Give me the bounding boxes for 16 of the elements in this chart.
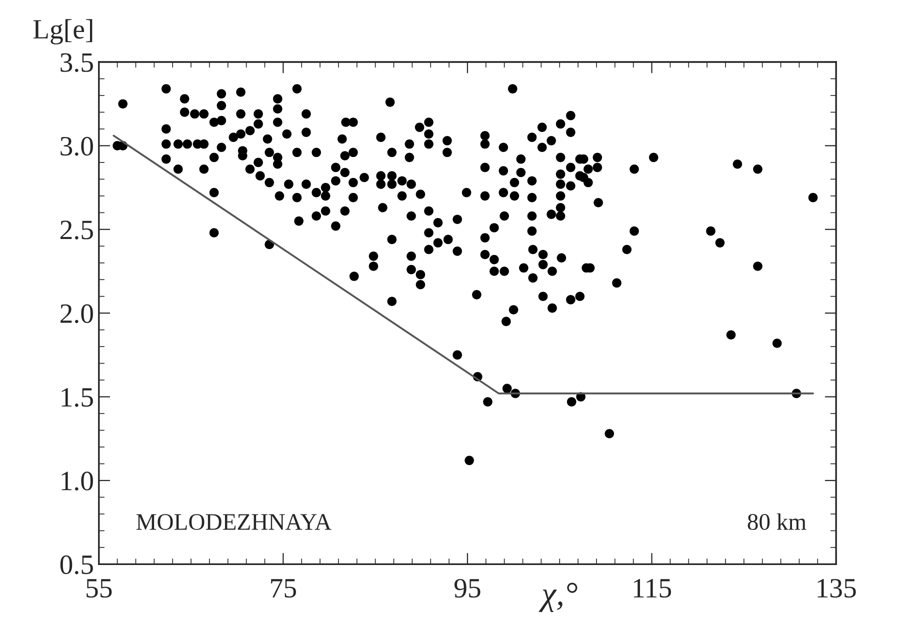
y-tick-label: 3.0: [60, 136, 93, 156]
x-axis-title: χ,°: [538, 582, 578, 612]
y-tick-label: 1.5: [62, 388, 93, 407]
x-tick-label: 95: [454, 578, 480, 598]
annotation: 80 km: [748, 513, 806, 530]
y-tick-label: 2.5: [60, 220, 93, 240]
x-tick-label: 75: [271, 579, 296, 598]
x-tick-label: 115: [634, 579, 671, 598]
y-tick-label: 0.5: [60, 555, 93, 574]
y-tick-label: 2.0: [60, 304, 93, 324]
y-axis-title: Lg[e]: [33, 19, 92, 44]
y-tick-label: 1.0: [62, 472, 93, 491]
annotation: MOLODEZHNAYA: [136, 514, 332, 530]
x-tick-label: 55: [86, 579, 112, 598]
y-tick-label: 3.5: [60, 53, 93, 72]
x-tick-label: 135: [818, 578, 856, 598]
